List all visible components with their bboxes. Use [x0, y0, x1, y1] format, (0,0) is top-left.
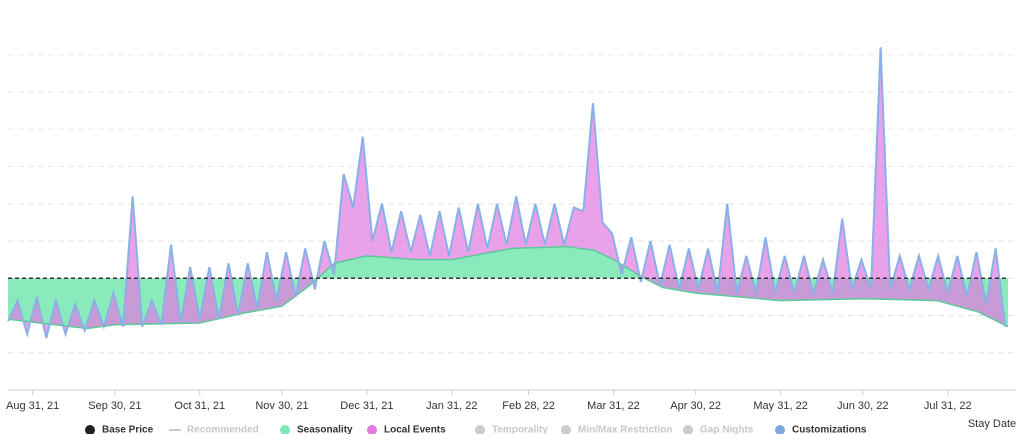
x-tick-label: Dec 31, 21 — [340, 400, 393, 412]
legend-marker — [280, 425, 290, 434]
x-tick-label: Oct 31, 21 — [174, 400, 225, 412]
legend-label[interactable]: Seasonality — [297, 425, 353, 434]
x-tick-label: Jan 31, 22 — [426, 400, 477, 412]
x-tick-label: Nov 30, 21 — [255, 400, 308, 412]
legend-marker — [367, 425, 377, 434]
x-tick-label: Sep 30, 21 — [88, 400, 141, 412]
seasonality-line — [7, 245, 1009, 330]
legend-marker — [683, 425, 693, 434]
x-tick-label: Jul 31, 22 — [924, 400, 972, 412]
legend-label[interactable]: Temporality — [492, 425, 548, 434]
legend-label[interactable]: Gap Nights — [700, 425, 754, 434]
x-tick-label: Aug 31, 21 — [6, 400, 59, 412]
legend-label[interactable]: Customizations — [792, 425, 867, 434]
x-tick-label: Feb 28, 22 — [502, 400, 555, 412]
legend-label[interactable]: Base Price — [102, 425, 154, 434]
legend-marker — [475, 425, 485, 434]
legend-label[interactable]: Local Events — [384, 425, 446, 434]
x-axis-label: Stay Date — [968, 418, 1016, 430]
legend-marker — [85, 425, 95, 434]
legend-label[interactable]: Min/Max Restriction — [578, 425, 672, 434]
customizations-line — [7, 47, 1007, 339]
x-tick-label: Jun 30, 22 — [837, 400, 888, 412]
x-tick-label: Mar 31, 22 — [587, 400, 640, 412]
x-tick-label: May 31, 22 — [753, 400, 807, 412]
legend-label[interactable]: Recommended — [187, 425, 259, 434]
x-tick-label: Apr 30, 22 — [670, 400, 721, 412]
legend-marker — [561, 425, 571, 434]
legend-marker — [775, 425, 785, 434]
